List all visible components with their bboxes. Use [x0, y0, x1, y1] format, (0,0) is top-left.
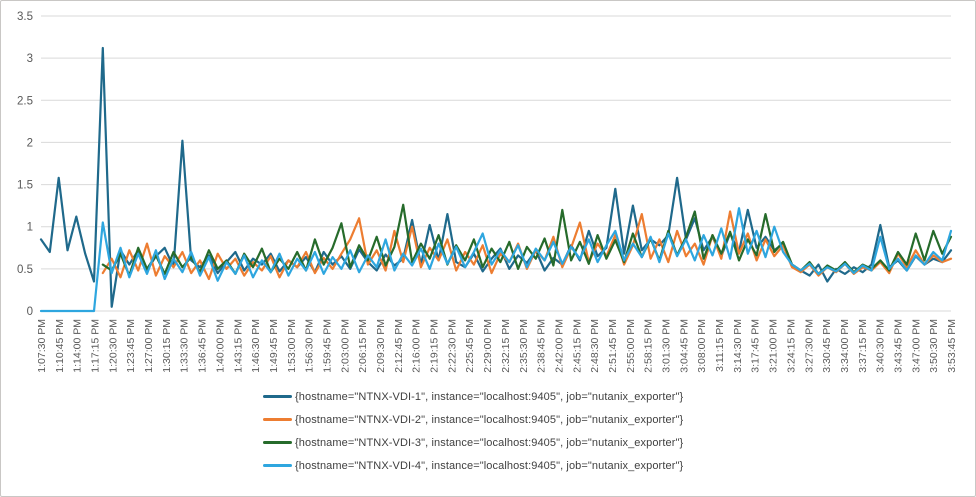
x-axis-tick-label: 3:01:30 PM: [661, 319, 673, 373]
y-axis-tick-label: 2.5: [17, 95, 33, 107]
x-axis-tick-label: 1:49:45 PM: [268, 319, 280, 373]
y-axis-tick-label: 1: [27, 222, 33, 234]
legend-label-series3: {hostname="NTNX-VDI-3", instance="localh…: [295, 436, 684, 449]
x-axis-tick-label: 3:37:15 PM: [857, 319, 869, 373]
x-axis-tick-label: 2:16:00 PM: [411, 319, 423, 373]
x-axis-tick-label: 3:53:45 PM: [946, 319, 958, 373]
legend-line-marker-series4: [263, 464, 292, 467]
x-axis-tick-label: 1:07:30 PM: [36, 319, 48, 373]
x-axis-tick-label: 3:14:30 PM: [732, 319, 744, 373]
x-axis-tick-label: 2:58:15 PM: [643, 319, 655, 373]
legend-item-ntnx-vdi-2[interactable]: {hostname="NTNX-VDI-2", instance="localh…: [263, 408, 683, 431]
x-axis-tick-label: 2:48:30 PM: [589, 319, 601, 373]
x-axis-tick-label: 2:42:00 PM: [553, 319, 565, 373]
x-axis-tick-label: 3:17:45 PM: [750, 319, 762, 373]
x-axis-labels: 1:07:30 PM 1:10:45 PM 1:14:00 PM 1:17:15 PM…: [36, 319, 958, 373]
x-axis-tick-label: 2:45:15 PM: [571, 319, 583, 373]
x-axis-tick-label: 1:46:30 PM: [250, 319, 262, 373]
legend-label-series2: {hostname="NTNX-VDI-2", instance="localh…: [295, 413, 684, 426]
x-axis-tick-label: 1:14:00 PM: [72, 319, 84, 373]
chart-legend: {hostname="NTNX-VDI-1", instance="localh…: [263, 385, 683, 477]
series-line-3[interactable]: [101, 203, 953, 277]
x-axis-tick-label: 3:47:00 PM: [910, 319, 922, 373]
y-axis-tick-label: 3: [27, 53, 33, 65]
x-axis-tick-label: 1:30:15 PM: [161, 319, 173, 373]
x-axis-tick-label: 1:10:45 PM: [54, 319, 66, 373]
x-axis-tick-label: 1:33:30 PM: [179, 319, 191, 373]
x-axis-tick-label: 1:36:45 PM: [197, 319, 209, 373]
x-axis-tick-label: 3:11:15 PM: [714, 319, 726, 372]
y-axis-labels: 0 0.5 1 1.5 2 2.5 3 3.5: [17, 11, 33, 318]
x-axis-tick-label: 2:55:00 PM: [625, 319, 637, 373]
x-axis-tick-label: 2:12:45 PM: [393, 319, 405, 373]
y-axis-tick-label: 1.5: [17, 180, 33, 192]
x-axis-tick-label: 1:27:00 PM: [143, 319, 155, 373]
x-axis-tick-label: 2:32:15 PM: [500, 319, 512, 373]
x-axis-tick-label: 3:08:00 PM: [696, 319, 708, 373]
x-axis-tick-label: 2:06:15 PM: [357, 319, 369, 373]
x-axis-tick-label: 3:30:45 PM: [821, 319, 833, 373]
x-axis-tick-label: 3:24:15 PM: [785, 319, 797, 373]
legend-item-ntnx-vdi-1[interactable]: {hostname="NTNX-VDI-1", instance="localh…: [263, 385, 683, 408]
y-axis-tick-label: 0: [27, 306, 33, 318]
legend-item-ntnx-vdi-3[interactable]: {hostname="NTNX-VDI-3", instance="localh…: [263, 431, 683, 454]
legend-label-series1: {hostname="NTNX-VDI-1", instance="localh…: [295, 390, 684, 403]
series-line-4[interactable]: [39, 207, 953, 313]
x-axis-tick-label: 2:09:30 PM: [375, 319, 387, 373]
legend-line-marker-series2: [263, 418, 292, 421]
x-axis-tick-label: 1:53:00 PM: [286, 319, 298, 373]
x-axis-tick-label: 3:43:45 PM: [892, 319, 904, 373]
y-axis-tick-label: 3.5: [17, 11, 33, 23]
x-axis-tick-label: 2:51:45 PM: [607, 319, 619, 373]
x-axis-tick-label: 1:56:30 PM: [304, 319, 316, 373]
x-axis-tick-label: 2:29:00 PM: [482, 319, 494, 373]
x-axis-tick-label: 3:34:00 PM: [839, 319, 851, 373]
x-axis-tick-label: 1:40:00 PM: [214, 319, 226, 373]
x-axis-tick-label: 3:04:45 PM: [678, 319, 690, 373]
x-axis-tick-label: 1:59:45 PM: [321, 319, 333, 373]
x-axis-tick-label: 3:50:30 PM: [928, 319, 940, 373]
x-axis-tick-label: 1:17:15 PM: [90, 319, 102, 373]
legend-line-marker-series1: [263, 395, 292, 398]
x-axis-tick-label: 2:25:45 PM: [464, 319, 476, 373]
y-axis-tick-label: 0.5: [17, 264, 33, 276]
gridlines: [41, 15, 951, 312]
x-axis-tick-label: 2:35:30 PM: [518, 319, 530, 373]
legend-item-ntnx-vdi-4[interactable]: {hostname="NTNX-VDI-4", instance="localh…: [263, 454, 683, 477]
x-axis-tick-label: 3:21:00 PM: [768, 319, 780, 373]
x-axis-tick-label: 2:22:30 PM: [446, 319, 458, 373]
x-axis-tick-label: 1:23:45 PM: [125, 319, 137, 373]
x-axis-tick-label: 3:40:30 PM: [875, 319, 887, 373]
x-axis-tick-label: 1:43:15 PM: [232, 319, 244, 373]
x-axis-tick-label: 1:20:30 PM: [107, 319, 119, 373]
y-axis-tick-label: 2: [27, 137, 33, 149]
x-axis-tick-label: 3:27:30 PM: [803, 319, 815, 373]
legend-line-marker-series3: [263, 441, 292, 444]
x-axis-tick-label: 2:03:00 PM: [339, 319, 351, 373]
x-axis-tick-label: 2:19:15 PM: [429, 319, 441, 373]
x-axis-tick-label: 2:38:45 PM: [536, 319, 548, 373]
legend-label-series4: {hostname="NTNX-VDI-4", instance="localh…: [295, 459, 684, 472]
series-lines: [39, 46, 953, 313]
